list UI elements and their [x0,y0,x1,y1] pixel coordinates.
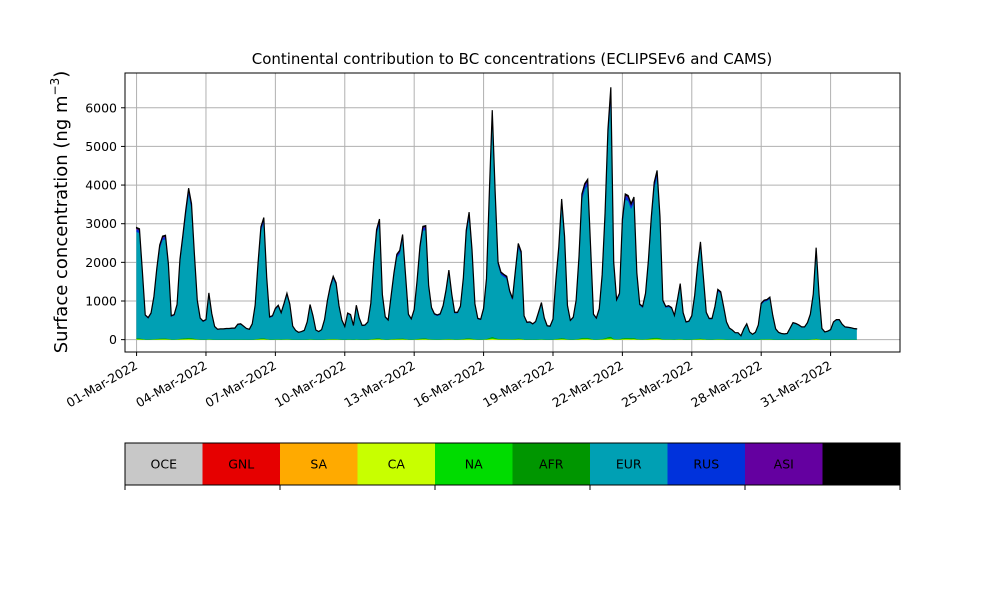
y-tick-label: 3000 [85,216,117,231]
legend-swatch-na [435,443,513,485]
legend-frame [124,442,901,486]
y-axis-label: Surface concentration (ng m−3) [48,71,72,354]
legend-label-eur: EUR [616,457,642,472]
y-tick-label: 6000 [85,100,117,115]
legend-swatch-ca [357,443,435,485]
legend-swatch-sa [280,443,358,485]
y-tick-label: 1000 [85,293,117,308]
legend-swatch-rus [667,443,745,485]
chart-title: Continental contribution to BC concentra… [252,50,773,68]
legend-label-rus: RUS [693,457,719,472]
legend-label-sa: SA [310,457,327,472]
legend-label-ca: CA [388,457,406,472]
y-tick-label: 4000 [85,178,117,193]
legend-label-na: NA [465,457,483,472]
legend-swatch-afr [512,443,590,485]
legend-label-oce: OCE [151,457,178,472]
region-legend: OCE GNL SA CA NA AFR EUR RUS ASI AUS [124,442,901,490]
y-axis-label-text: Surface concentration (ng m [51,95,72,353]
legend-swatch-aus [822,443,900,485]
legend-label-gnl: GNL [228,457,254,472]
legend-label-aus: AUS [848,457,874,472]
legend-swatch-oce [125,443,203,485]
y-tick-label: 2000 [85,255,117,270]
y-axis-label-close: ) [51,71,72,78]
y-axis-label-superscript: −3 [48,78,62,96]
legend-label-asi: ASI [774,457,794,472]
y-tick-label: 0 [109,332,117,347]
y-tick-label: 5000 [85,139,117,154]
legend-label-afr: AFR [539,457,564,472]
legend-swatch-gnl [202,443,280,485]
area-layer-aus [135,87,858,337]
legend-swatch-asi [745,443,823,485]
legend-swatch-eur [590,443,668,485]
plot-frame [124,72,901,353]
